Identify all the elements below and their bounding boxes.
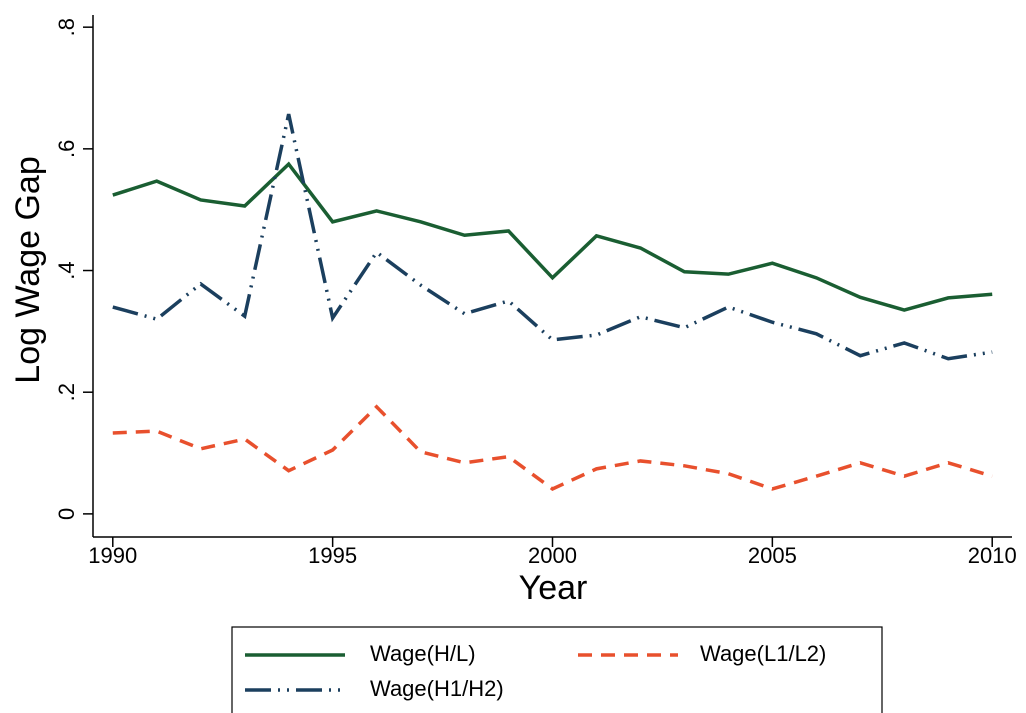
y-tick-label: .2 — [54, 383, 79, 401]
y-axis-label: Log Wage Gap — [9, 156, 47, 383]
series-line — [112, 113, 993, 361]
x-axis-label: Year — [519, 569, 588, 607]
legend-label: Wage(H/L) — [370, 641, 476, 666]
y-tick-label: .6 — [54, 140, 79, 158]
x-tick-label: 1990 — [88, 543, 137, 568]
series-line — [112, 161, 993, 312]
x-tick-label: 2000 — [528, 543, 577, 568]
x-tick-label: 2005 — [748, 543, 797, 568]
x-tick-label: 2010 — [968, 543, 1017, 568]
x-tick-label: 1995 — [308, 543, 357, 568]
legend-label: Wage(L1/L2) — [700, 641, 826, 666]
y-tick-label: .8 — [54, 18, 79, 36]
y-tick-label: 0 — [54, 508, 79, 520]
y-tick-label: .4 — [54, 261, 79, 279]
legend-box — [231, 626, 883, 713]
legend-label: Wage(H1/H2) — [370, 676, 504, 701]
series-line — [112, 404, 993, 491]
